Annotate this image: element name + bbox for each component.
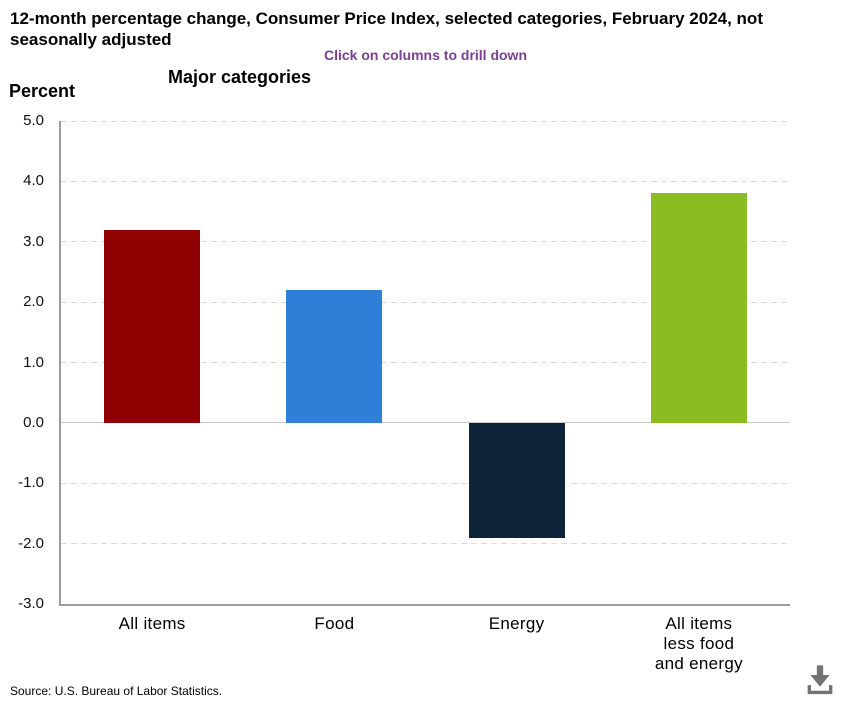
plot-area: [59, 120, 790, 606]
bar-food[interactable]: [286, 290, 383, 423]
page-title: 12-month percentage change, Consumer Pri…: [10, 9, 763, 49]
gridline: [61, 482, 790, 484]
y-tick-label: -1.0: [18, 474, 44, 492]
gridline: [61, 301, 790, 303]
drilldown-hint: Click on columns to drill down: [323, 47, 527, 63]
y-axis-title: Percent: [9, 81, 76, 101]
y-tick-label: 3.0: [23, 232, 44, 250]
x-category-label-food: Food: [314, 614, 355, 633]
x-category-label-all-items-less-food-and-energy: All items less food and energy: [654, 614, 743, 673]
y-tick-label: 1.0: [23, 353, 44, 371]
y-tick-label: 2.0: [23, 293, 44, 311]
x-category-label-all-items: All items: [118, 614, 186, 633]
chart-title: Major categories: [168, 67, 312, 87]
gridline: [61, 241, 790, 243]
y-tick-label: 0.0: [23, 413, 44, 431]
y-tick-label: -2.0: [18, 534, 44, 552]
gridline: [61, 120, 790, 122]
y-tick-label: 4.0: [23, 172, 44, 190]
gridline: [61, 180, 790, 182]
y-tick-label: 5.0: [23, 112, 44, 129]
y-tick-label: -3.0: [18, 595, 44, 612]
bar-all-items-less-food-and-energy[interactable]: [650, 193, 747, 423]
source-text: Source: U.S. Bureau of Labor Statistics.: [10, 684, 223, 698]
download-icon[interactable]: [802, 662, 838, 698]
x-category-label-energy: Energy: [488, 614, 545, 633]
gridline: [61, 362, 790, 363]
gridline: [61, 543, 790, 545]
bar-all-items[interactable]: [104, 229, 201, 423]
bar-energy[interactable]: [468, 422, 565, 538]
zero-gridline: [61, 422, 790, 424]
